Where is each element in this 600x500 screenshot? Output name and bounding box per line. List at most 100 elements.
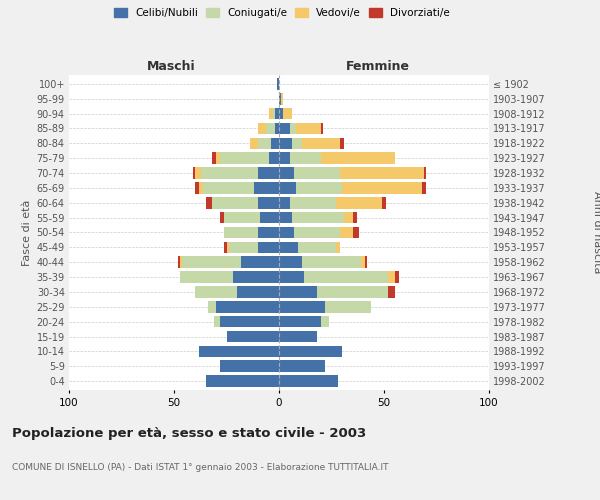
Bar — [422, 182, 426, 194]
Bar — [302, 138, 340, 149]
Bar — [279, 256, 302, 268]
Bar — [220, 360, 279, 372]
Bar — [340, 138, 344, 149]
Bar — [269, 152, 279, 164]
Bar — [279, 242, 298, 253]
Bar — [233, 272, 279, 283]
Bar — [237, 286, 279, 298]
Bar — [250, 138, 258, 149]
Bar — [220, 152, 269, 164]
Bar — [195, 182, 199, 194]
Bar — [279, 346, 342, 357]
Bar — [202, 168, 258, 179]
Bar — [258, 122, 266, 134]
Bar — [340, 168, 424, 179]
Bar — [203, 182, 254, 194]
Bar — [260, 212, 279, 224]
Bar — [292, 138, 302, 149]
Bar — [220, 212, 224, 224]
Legend: Celibi/Nubili, Coniugati/e, Vedovi/e, Divorziati/e: Celibi/Nubili, Coniugati/e, Vedovi/e, Di… — [111, 5, 453, 21]
Bar — [344, 212, 353, 224]
Bar — [279, 108, 283, 120]
Bar — [199, 346, 279, 357]
Bar — [272, 108, 275, 120]
Bar — [296, 182, 342, 194]
Bar — [302, 256, 361, 268]
Bar — [290, 197, 336, 208]
Bar — [382, 197, 386, 208]
Bar — [279, 168, 294, 179]
Bar — [208, 301, 216, 312]
Bar — [182, 256, 241, 268]
Bar — [279, 197, 290, 208]
Bar — [317, 286, 388, 298]
Bar — [365, 256, 367, 268]
Bar — [279, 376, 338, 387]
Bar — [229, 242, 258, 253]
Bar — [321, 316, 329, 328]
Bar — [279, 212, 292, 224]
Bar — [361, 256, 365, 268]
Bar — [214, 316, 220, 328]
Text: Femmine: Femmine — [346, 60, 410, 72]
Bar — [290, 122, 296, 134]
Bar — [178, 256, 181, 268]
Bar — [205, 376, 279, 387]
Bar — [195, 286, 237, 298]
Bar — [212, 197, 258, 208]
Bar — [212, 152, 216, 164]
Bar — [296, 122, 321, 134]
Bar — [277, 78, 279, 90]
Bar — [275, 108, 279, 120]
Bar — [279, 182, 296, 194]
Bar — [336, 197, 382, 208]
Bar — [279, 286, 317, 298]
Bar — [258, 242, 279, 253]
Bar — [279, 360, 325, 372]
Bar — [216, 301, 279, 312]
Bar — [254, 182, 279, 194]
Bar — [279, 93, 281, 104]
Bar — [325, 301, 371, 312]
Bar — [220, 316, 279, 328]
Bar — [388, 286, 395, 298]
Bar — [321, 122, 323, 134]
Bar — [275, 122, 279, 134]
Bar — [258, 168, 279, 179]
Bar — [224, 226, 258, 238]
Bar — [283, 108, 292, 120]
Bar — [294, 226, 340, 238]
Text: Maschi: Maschi — [146, 60, 196, 72]
Bar — [353, 226, 359, 238]
Bar — [279, 152, 290, 164]
Bar — [279, 330, 317, 342]
Bar — [258, 197, 279, 208]
Bar — [199, 182, 203, 194]
Bar — [279, 272, 304, 283]
Bar — [241, 256, 279, 268]
Bar — [258, 226, 279, 238]
Bar — [294, 168, 340, 179]
Text: COMUNE DI ISNELLO (PA) - Dati ISTAT 1° gennaio 2003 - Elaborazione TUTTITALIA.IT: COMUNE DI ISNELLO (PA) - Dati ISTAT 1° g… — [12, 462, 389, 471]
Bar — [195, 168, 202, 179]
Bar — [292, 212, 344, 224]
Bar — [281, 93, 283, 104]
Bar — [193, 168, 195, 179]
Bar — [224, 212, 260, 224]
Bar — [340, 226, 353, 238]
Bar — [227, 330, 279, 342]
Y-axis label: Anni di nascita: Anni di nascita — [592, 191, 600, 274]
Bar — [353, 212, 356, 224]
Bar — [269, 108, 272, 120]
Bar — [395, 272, 398, 283]
Bar — [279, 301, 325, 312]
Bar — [271, 138, 279, 149]
Bar — [181, 272, 233, 283]
Text: Popolazione per età, sesso e stato civile - 2003: Popolazione per età, sesso e stato civil… — [12, 428, 366, 440]
Bar — [342, 182, 422, 194]
Bar — [298, 242, 336, 253]
Bar — [388, 272, 395, 283]
Bar — [279, 226, 294, 238]
Bar — [224, 242, 227, 253]
Bar — [181, 256, 182, 268]
